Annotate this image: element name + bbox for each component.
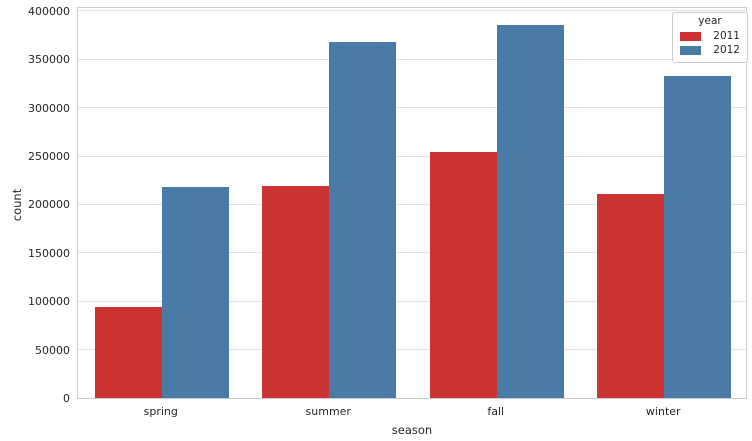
- y-tick-label-50000: 50000: [35, 343, 70, 357]
- x-tick-label-spring: spring: [143, 405, 178, 418]
- x-tick-label-fall: fall: [487, 405, 505, 418]
- legend-label-2012: 2012: [713, 44, 740, 56]
- gridline-400000: [78, 10, 746, 12]
- bar-2012-fall: [496, 25, 564, 398]
- gridline-350000: [78, 58, 746, 60]
- gridline-250000: [78, 155, 746, 157]
- x-tick-label-summer: summer: [305, 405, 351, 418]
- bar-2012-spring: [161, 187, 229, 398]
- legend-item-2011: 2011: [680, 29, 740, 43]
- bar-2012-winter: [664, 75, 732, 398]
- plot-area: [77, 7, 747, 399]
- y-tick-label-0: 0: [63, 392, 70, 405]
- gridline-100000: [78, 300, 746, 302]
- gridline-50000: [78, 349, 746, 351]
- bar-2011-spring: [94, 307, 162, 398]
- gridline-300000: [78, 107, 746, 109]
- legend-items: 2011 2012: [680, 29, 740, 57]
- y-tick-label-100000: 100000: [28, 295, 70, 309]
- legend-swatch-2011: [680, 31, 701, 41]
- y-tick-label-150000: 150000: [28, 246, 70, 260]
- legend-item-2012: 2012: [680, 43, 740, 57]
- bar-2012-summer: [329, 41, 397, 398]
- legend-title: year: [698, 15, 722, 27]
- y-tick-label-200000: 200000: [28, 198, 70, 212]
- legend: year 2011 2012: [672, 12, 748, 63]
- y-tick-label-350000: 350000: [28, 53, 70, 67]
- bar-2011-summer: [262, 186, 330, 398]
- bar-2011-winter: [597, 193, 665, 398]
- x-tick-label-winter: winter: [645, 405, 681, 418]
- bar-2011-fall: [429, 152, 497, 398]
- legend-label-2011: 2011: [713, 30, 740, 42]
- y-tick-label-400000: 400000: [28, 4, 70, 18]
- y-tick-label-300000: 300000: [28, 101, 70, 115]
- x-axis-label: season: [391, 423, 433, 437]
- gridline-200000: [78, 203, 746, 205]
- y-tick-label-250000: 250000: [28, 150, 70, 164]
- legend-swatch-2012: [680, 45, 701, 55]
- gridline-150000: [78, 252, 746, 254]
